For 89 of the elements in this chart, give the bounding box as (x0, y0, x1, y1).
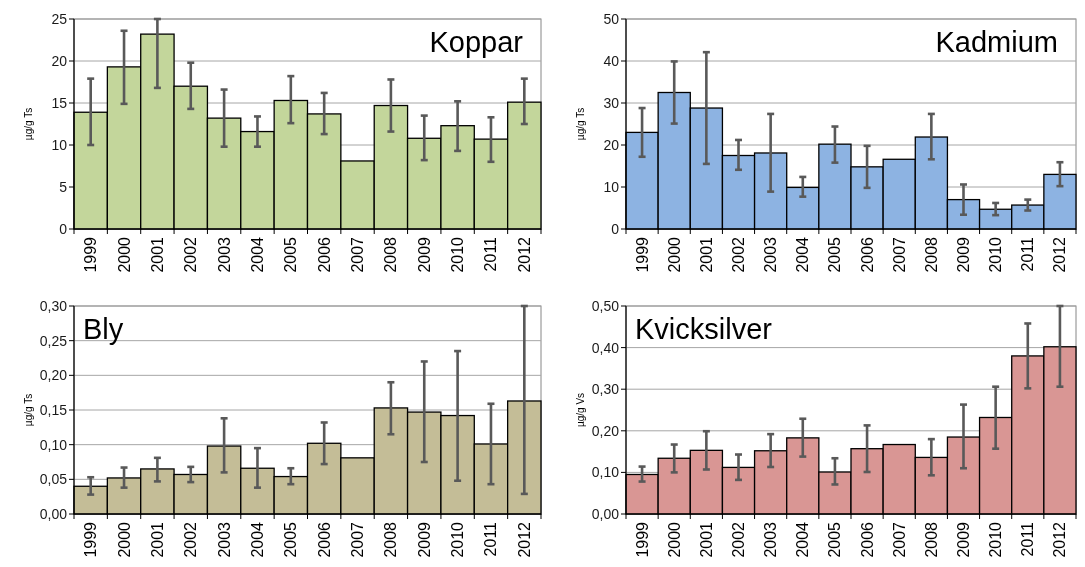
y-tick-label: 0,25 (39, 332, 68, 349)
x-tick-label: 2007 (349, 236, 367, 273)
y-tick-label: 0,00 (591, 506, 620, 522)
x-tick-label: 2007 (890, 521, 908, 558)
x-tick-label: 2000 (665, 521, 683, 558)
x-tick-label: 2003 (762, 521, 780, 558)
x-tick-label: 1999 (82, 521, 100, 558)
x-tick-label: 2012 (515, 236, 533, 273)
x-tick-label: 2011 (1019, 521, 1037, 557)
x-tick-label: 2005 (826, 236, 844, 273)
x-tick-label: 2005 (826, 521, 844, 558)
x-tick-label: 2008 (382, 521, 400, 558)
x-tick-label: 2008 (382, 236, 400, 273)
x-tick-label: 2005 (282, 521, 300, 558)
chart-title: Koppar (429, 26, 524, 58)
x-tick-label: 2003 (215, 521, 233, 558)
x-tick-label: 2002 (730, 521, 747, 558)
x-tick-label: 2011 (482, 521, 500, 557)
x-tick-label: 2002 (730, 236, 747, 273)
x-tick-label: 2008 (922, 521, 940, 558)
x-tick-label: 2007 (890, 236, 908, 273)
x-tick-label: 1999 (633, 236, 651, 273)
y-tick-label: 0 (59, 221, 68, 237)
x-tick-label: 2009 (955, 236, 972, 273)
x-tick-label: 2010 (449, 521, 467, 558)
y-tick-label: 20 (51, 53, 68, 69)
x-tick-label: 2004 (794, 236, 812, 273)
y-tick-label: 40 (603, 53, 620, 69)
y-tick-label: 15 (51, 95, 68, 111)
x-tick-label: 1999 (82, 236, 100, 273)
y-tick-label: 0,50 (591, 298, 620, 314)
y-tick-label: 0,00 (39, 506, 68, 522)
x-tick-label: 2004 (248, 521, 266, 558)
chart-title: Kadmium (935, 26, 1058, 58)
y-axis-title: µg/g Ts (22, 107, 34, 141)
y-tick-label: 0,40 (591, 339, 620, 356)
x-tick-label: 1999 (633, 521, 651, 558)
y-tick-label: 30 (603, 95, 620, 111)
x-tick-label: 2002 (182, 521, 200, 558)
x-tick-label: 2006 (315, 236, 333, 273)
x-tick-label: 2003 (762, 236, 780, 273)
y-tick-label: 0,20 (591, 422, 620, 439)
x-tick-label: 2011 (1019, 236, 1037, 272)
x-tick-label: 2002 (182, 236, 200, 273)
y-tick-label: 0,10 (39, 436, 68, 453)
x-tick-label: 2000 (115, 236, 133, 273)
x-tick-label: 2010 (987, 521, 1005, 558)
x-tick-label: 2009 (415, 236, 433, 273)
chart-title: Kvicksilver (635, 313, 773, 345)
y-axis-title: µg/g Ts (574, 107, 586, 141)
x-tick-label: 2011 (482, 236, 500, 272)
y-tick-label: 5 (59, 179, 68, 195)
x-tick-label: 2004 (248, 236, 266, 273)
y-tick-label: 25 (51, 11, 68, 27)
x-tick-label: 2009 (955, 521, 972, 558)
y-tick-label: 0,10 (591, 464, 620, 481)
y-tick-label: 0,30 (591, 381, 620, 398)
y-tick-label: 0 (611, 221, 620, 237)
x-tick-label: 2001 (148, 236, 166, 273)
x-tick-label: 2001 (697, 521, 715, 558)
x-tick-label: 2000 (115, 521, 133, 558)
x-tick-label: 2009 (415, 521, 433, 558)
x-tick-label: 2004 (794, 521, 812, 558)
x-tick-label: 2012 (1051, 521, 1069, 558)
y-tick-label: 10 (603, 179, 620, 195)
x-tick-label: 2006 (315, 521, 333, 558)
x-tick-label: 2007 (349, 521, 367, 558)
x-tick-label: 2010 (987, 236, 1005, 273)
y-tick-label: 50 (603, 11, 620, 27)
x-tick-label: 2012 (1051, 236, 1069, 273)
y-tick-label: 0,30 (39, 298, 68, 314)
x-tick-label: 2012 (515, 521, 533, 558)
x-tick-label: 2005 (282, 236, 300, 273)
x-tick-label: 2006 (858, 521, 876, 558)
y-tick-label: 0,15 (39, 402, 68, 418)
chart-title: Bly (83, 313, 124, 345)
y-tick-label: 0,05 (39, 471, 68, 488)
x-tick-label: 2008 (922, 236, 940, 273)
x-tick-label: 2001 (697, 236, 715, 273)
x-tick-label: 2006 (858, 236, 876, 273)
x-tick-label: 2001 (148, 521, 166, 558)
y-axis-title: µg/g Ts (22, 393, 34, 427)
y-tick-label: 0,20 (39, 367, 68, 384)
x-tick-label: 2000 (665, 236, 683, 273)
x-tick-label: 2010 (449, 236, 467, 273)
y-tick-label: 10 (51, 137, 68, 153)
y-axis-title: µg/g Vs (574, 392, 586, 428)
y-tick-label: 20 (603, 137, 620, 153)
x-tick-label: 2003 (215, 236, 233, 273)
